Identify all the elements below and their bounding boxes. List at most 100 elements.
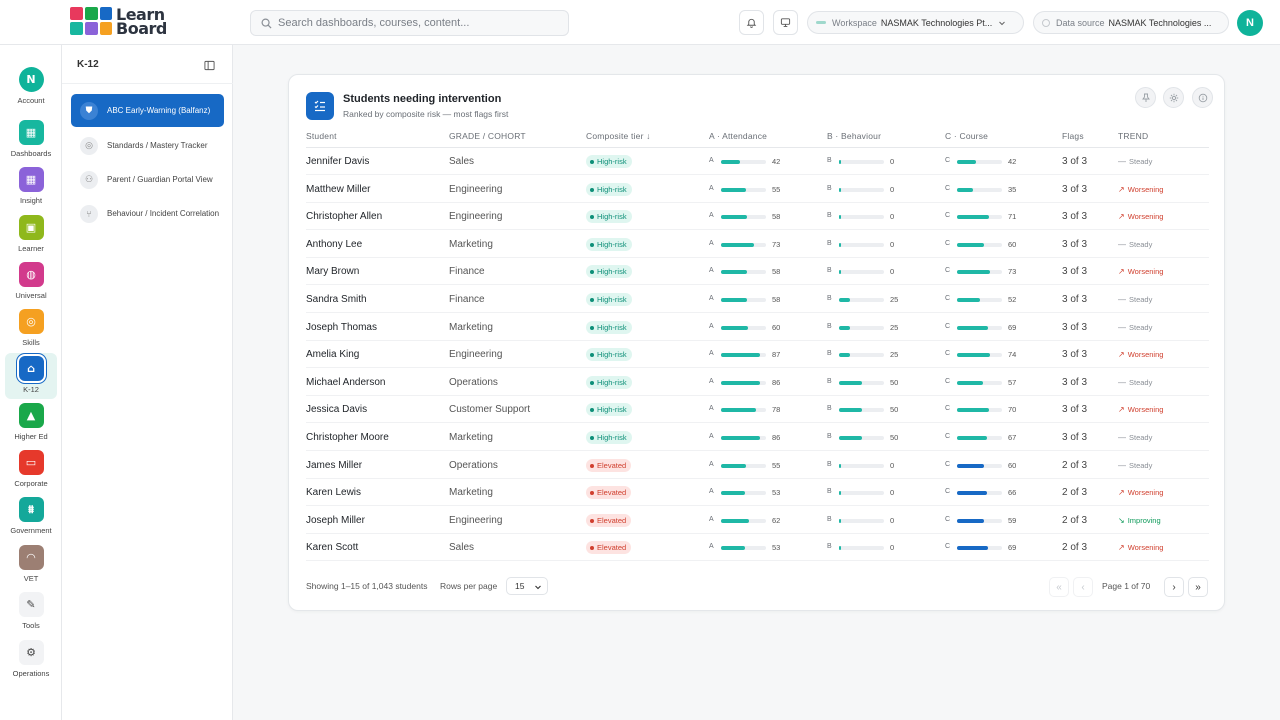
table-row[interactable]: Jennifer Davis Sales High-risk A 42 B 0 C 42 3 of… [306,148,1209,175]
rail-item-account[interactable]: N Account [5,67,57,105]
rail-item-higher-ed[interactable]: ▲ Higher Ed [5,403,57,441]
sidebar-collapse-button[interactable] [204,58,215,76]
rail-item-government[interactable]: ⩩ Government [5,497,57,535]
student-name[interactable]: Karen Lewis [306,487,362,499]
student-name[interactable]: Christopher Allen [306,211,383,223]
attendance-metric-letter: A [709,377,714,385]
sidebar-item-1[interactable]: ⛊ ABC Early-Warning (Balfanz) [71,94,224,127]
student-name[interactable]: Joseph Thomas [306,321,377,333]
rail-item-corporate[interactable]: ▭ Corporate [5,450,57,488]
search-input[interactable] [278,17,558,29]
table-row[interactable]: Michael Anderson Operations High-risk A 86 B 5… [306,369,1209,396]
sidebar-item-2[interactable]: ◎ Standards / Mastery Tracker [71,129,224,162]
table-row[interactable]: Jessica Davis Customer Support High-risk A 7… [306,396,1209,424]
trend-up-icon: ↗ [1118,488,1125,498]
first-page-button[interactable]: « [1049,577,1069,597]
attendance-metric: A 78 [709,405,804,414]
tier-badge: High-risk [586,403,632,417]
table-row[interactable]: Joseph Thomas Marketing High-risk A 60 B 25 C 69… [306,314,1209,341]
display-button[interactable] [773,10,798,35]
table-row[interactable]: James Miller Operations Elevated A 55 B 0 C 60 2 … [306,452,1209,479]
prev-page-button[interactable]: ‹ [1073,577,1093,597]
col-course[interactable]: C · Course [945,131,989,141]
datasource-label: Data source [1056,17,1105,28]
col-behaviour[interactable]: B · Behaviour [827,131,882,141]
table-row[interactable]: Karen Lewis Marketing Elevated A 53 B 0 C 66 2 of… [306,479,1209,507]
student-name[interactable]: Amelia King [306,349,360,361]
last-page-button[interactable]: » [1188,577,1208,597]
attendance-metric-letter: A [709,405,714,413]
col-student[interactable]: Student [306,131,337,141]
student-name[interactable]: Jennifer Davis [306,156,370,167]
course-metric-letter: C [945,433,951,440]
rail-item-vet[interactable]: ◠ VET [5,545,57,583]
student-name[interactable]: James Miller [306,459,363,471]
table-row[interactable]: Karen Scott Sales Elevated A 53 B 0 C 69 2 of 3 ↗ W… [306,534,1209,562]
tier-badge: High-risk [586,265,632,279]
info-button[interactable] [1192,87,1213,108]
rail-item-dashboards[interactable]: ▦ Dashboards [5,120,57,158]
course-metric-value: 52 [1008,295,1017,304]
rows-per-page-select[interactable]: 15 [506,577,548,595]
course-metric-letter: C [945,460,951,468]
sidebar-item-3[interactable]: ⚇ Parent / Guardian Portal View [71,163,224,196]
student-name[interactable]: Matthew Miller [306,183,371,195]
card-title: Students needing intervention [343,93,502,105]
sparkle-icon [1169,93,1178,102]
col-trend[interactable]: TREND [1118,131,1149,141]
student-name[interactable]: Sandra Smith [306,294,367,305]
course-metric-letter: C [945,488,951,496]
student-cohort: Marketing [449,487,493,499]
rail-item-tools[interactable]: ✎ Tools [5,592,57,630]
course-metric-bar [957,380,1002,385]
notifications-button[interactable] [739,10,764,35]
search-box[interactable] [250,10,569,36]
col-grade[interactable]: GRADE / COHORT [449,131,526,141]
workspace-selector[interactable]: Workspace NASMAK Technologies Pt... [807,11,1024,34]
student-name[interactable]: Jessica Davis [306,404,368,416]
double-chevron-right-icon: » [1195,581,1201,593]
student-name[interactable]: Michael Anderson [306,376,386,388]
datasource-selector[interactable]: Data source NASMAK Technologies ... [1033,11,1229,34]
table-row[interactable]: Sandra Smith Finance High-risk A 58 B 25 C 52 3 o… [306,286,1209,313]
table-row[interactable]: Joseph Miller Engineering Elevated A 62 B 0 C 59… [306,507,1209,534]
table-row[interactable]: Christopher Moore Marketing High-risk A 86 B 5… [306,424,1209,451]
school-icon: ⌂ [18,356,44,381]
user-avatar[interactable]: N [1237,10,1263,36]
student-name[interactable]: Karen Scott [306,542,359,554]
rail-item-universal[interactable]: ◍ Universal [5,262,57,300]
table-row[interactable]: Amelia King Engineering High-risk A 87 B 25 C 74… [306,341,1209,369]
behaviour-metric-bar-fill [839,215,841,220]
col-flags[interactable]: Flags [1062,131,1084,141]
col-attendance[interactable]: A · Attendance [709,131,768,141]
table-row[interactable]: Christopher Allen Engineering High-risk A 58… [306,203,1209,231]
attendance-metric-letter: A [709,157,714,164]
users-icon: ⚇ [80,170,98,189]
table-row[interactable]: Anthony Lee Marketing High-risk A 73 B 0 C 60 3 o… [306,231,1209,258]
rail-item-operations[interactable]: ⚙ Operations [5,640,57,678]
student-name[interactable]: Christopher Moore [306,432,389,443]
rail-item-label: K-12 [23,385,39,394]
rail-item-learner[interactable]: ▣ Learner [5,215,57,253]
student-cohort: Operations [449,459,498,471]
table-row[interactable]: Mary Brown Finance High-risk A 58 B 0 C 73 3 of 3… [306,258,1209,286]
next-page-button[interactable]: › [1164,577,1184,597]
student-name[interactable]: Anthony Lee [306,238,363,250]
sidebar-item-4[interactable]: ⑂ Behaviour / Incident Correlation [71,197,224,230]
student-name[interactable]: Joseph Miller [306,514,365,526]
rail-item-insight[interactable]: ▦ Insight [5,167,57,205]
behaviour-metric-letter: B [827,377,832,385]
course-metric-bar [957,436,1002,440]
rail-item-skills[interactable]: ◎ Skills [5,309,57,347]
rail-item-k-12[interactable]: ⌂ K-12 [5,353,57,399]
logo[interactable]: Learn Board [70,7,167,37]
course-metric-bar-fill [957,270,990,275]
table-row[interactable]: Matthew Miller Engineering High-risk A 55 B 0 C… [306,176,1209,203]
col-tier[interactable]: Composite tier ↓ [586,131,651,141]
settings-button[interactable] [1163,87,1184,108]
course-metric: C 74 [945,350,1040,359]
behaviour-metric-value: 0 [890,157,895,166]
pin-button[interactable] [1135,87,1156,108]
course-metric: C 42 [945,157,1040,166]
student-name[interactable]: Mary Brown [306,266,360,278]
